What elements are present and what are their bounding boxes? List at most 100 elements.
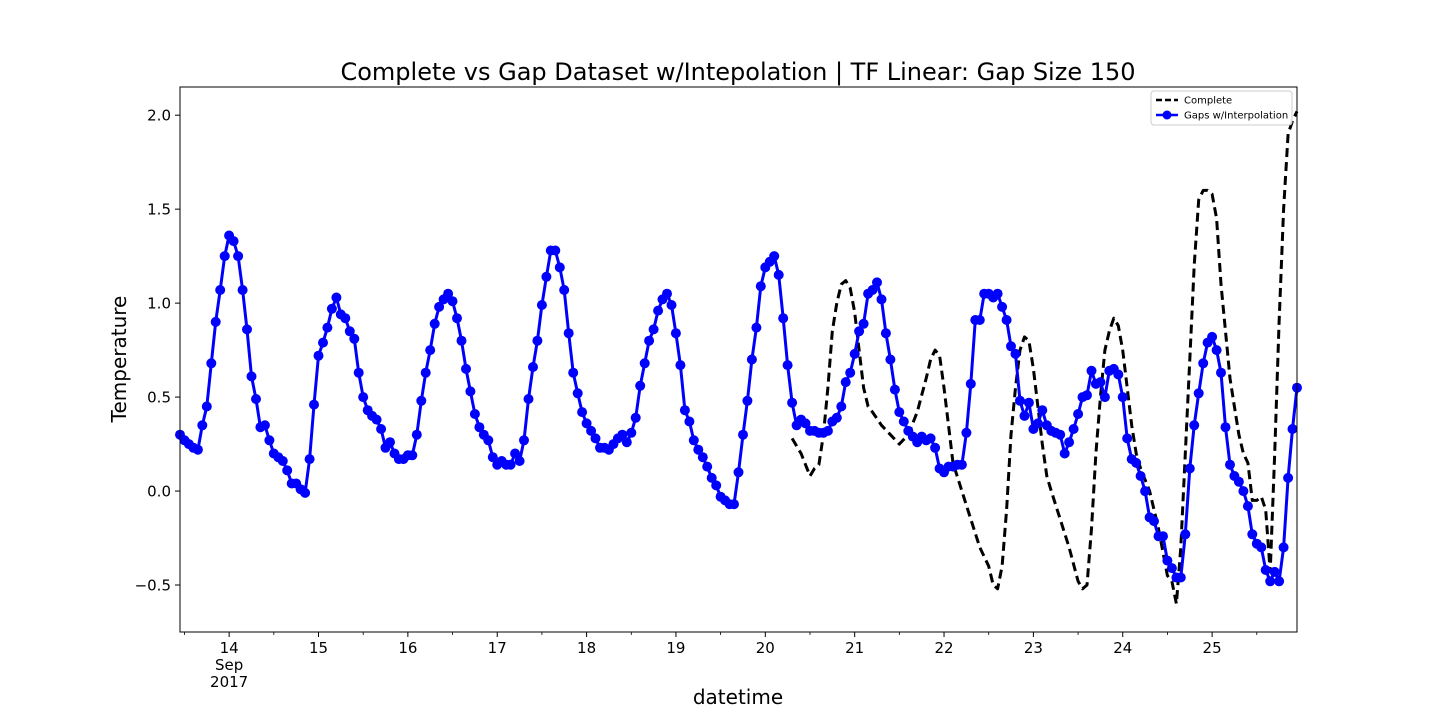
- data-point-gaps: [313, 350, 324, 361]
- data-point-gaps: [353, 367, 364, 378]
- x-tick-label: 25: [1203, 639, 1222, 657]
- data-point-gaps: [1055, 429, 1066, 440]
- data-point-gaps: [331, 292, 342, 303]
- data-point-gaps: [434, 301, 445, 312]
- data-point-gaps: [617, 429, 628, 440]
- data-point-gaps: [997, 301, 1008, 312]
- data-point-gaps: [228, 236, 239, 247]
- data-point-gaps: [880, 328, 891, 339]
- data-point-gaps: [251, 394, 261, 404]
- data-point-gaps: [420, 367, 431, 378]
- data-point-gaps: [246, 371, 257, 382]
- data-point-gaps: [322, 322, 333, 333]
- data-point-gaps: [746, 354, 757, 365]
- series-line-complete: [790, 110, 1299, 606]
- x-tick-label: 16: [398, 639, 417, 657]
- data-point-gaps: [1117, 392, 1128, 403]
- data-point-gaps: [635, 380, 646, 391]
- x-tick-label: 18: [577, 639, 596, 657]
- data-point-gaps: [1166, 563, 1177, 574]
- data-point-gaps: [1180, 529, 1191, 540]
- data-point-gaps: [885, 354, 896, 365]
- data-point-gaps: [1059, 448, 1070, 459]
- x-tick-label: 24: [1113, 639, 1132, 657]
- data-point-gaps: [840, 377, 851, 388]
- data-point-gaps: [1211, 345, 1222, 356]
- data-point-gaps: [702, 461, 713, 472]
- data-point-gaps: [233, 251, 244, 262]
- data-point-gaps: [536, 300, 547, 310]
- data-point-gaps: [787, 397, 798, 408]
- legend-box: [1150, 90, 1293, 126]
- data-point-gaps: [1122, 433, 1133, 444]
- data-point-gaps: [675, 360, 686, 371]
- data-point-gaps: [1019, 410, 1030, 421]
- data-point-gaps: [648, 324, 659, 335]
- data-point-gaps: [326, 303, 337, 314]
- data-point-gaps: [867, 285, 878, 295]
- data-point-gaps: [1064, 437, 1075, 448]
- data-point-gaps: [425, 345, 436, 356]
- data-point-gaps: [1184, 463, 1195, 474]
- data-point-gaps: [782, 360, 793, 371]
- data-point-gaps: [505, 459, 516, 470]
- data-point-gaps: [1037, 405, 1048, 416]
- data-point-gaps: [684, 416, 695, 427]
- data-point-gaps: [1095, 377, 1106, 388]
- y-tick-label: 0.0: [147, 483, 171, 501]
- data-point-gaps: [1175, 572, 1186, 583]
- data-point-gaps: [385, 437, 395, 448]
- x-tick-label: 17: [488, 639, 507, 657]
- data-point-gaps: [411, 429, 422, 440]
- y-axis-label: Temperature: [107, 296, 131, 424]
- data-point-gaps: [1233, 476, 1244, 487]
- data-point-gaps: [447, 296, 458, 307]
- data-point-gaps: [653, 305, 664, 316]
- data-point-gaps: [309, 399, 319, 410]
- data-point-gaps: [849, 348, 860, 359]
- data-point-gaps: [889, 384, 900, 395]
- y-tick-label: 0.5: [147, 389, 171, 407]
- data-point-gaps: [930, 442, 941, 453]
- data-point-gaps: [925, 433, 936, 444]
- data-point-gaps: [371, 414, 382, 425]
- chart-title: Complete vs Gap Dataset w/Intepolation |…: [340, 58, 1135, 86]
- data-point-gaps: [738, 429, 748, 440]
- data-point-gaps: [769, 251, 780, 262]
- data-point-gaps: [858, 318, 869, 329]
- data-point-gaps: [1238, 486, 1249, 497]
- data-point-gaps: [711, 480, 722, 491]
- data-point-gaps: [452, 313, 462, 324]
- legend: Complete Gaps w/Interpolation: [1150, 90, 1293, 126]
- data-point-gaps: [1140, 486, 1151, 497]
- data-point-gaps: [1260, 565, 1271, 575]
- data-point-gaps: [956, 459, 967, 470]
- data-point-gaps: [626, 427, 637, 438]
- data-point-gaps: [586, 425, 597, 436]
- data-point-gaps: [1225, 459, 1235, 470]
- x-tick-label: 21: [845, 639, 864, 657]
- data-point-gaps: [894, 407, 905, 418]
- data-point-gaps: [1010, 348, 1021, 359]
- data-point-gaps: [706, 472, 717, 483]
- data-point-gaps: [210, 316, 221, 327]
- data-point-gaps: [300, 487, 311, 498]
- data-point-gaps: [872, 277, 882, 288]
- data-point-gaps: [523, 394, 534, 404]
- data-point-gaps: [376, 424, 387, 434]
- data-point-gaps: [961, 427, 972, 438]
- legend-gaps-label: Gaps w/Interpolation: [1184, 111, 1288, 122]
- data-point-gaps: [876, 294, 887, 305]
- data-point-gaps: [688, 435, 699, 446]
- data-point-gaps: [974, 315, 985, 325]
- data-point-gaps: [318, 337, 328, 348]
- x-tick-label: 22: [934, 639, 953, 657]
- data-point-gaps: [831, 412, 842, 423]
- data-point-gaps: [1082, 390, 1092, 401]
- data-point-gaps: [1149, 516, 1159, 527]
- data-point-gaps: [666, 300, 677, 310]
- y-axis-ticks: −0.5 0.0 0.5 1.0 1.5 2.0: [135, 107, 180, 595]
- data-point-gaps: [237, 285, 248, 295]
- data-point-gaps: [581, 418, 592, 429]
- y-tick-label: −0.5: [135, 577, 171, 595]
